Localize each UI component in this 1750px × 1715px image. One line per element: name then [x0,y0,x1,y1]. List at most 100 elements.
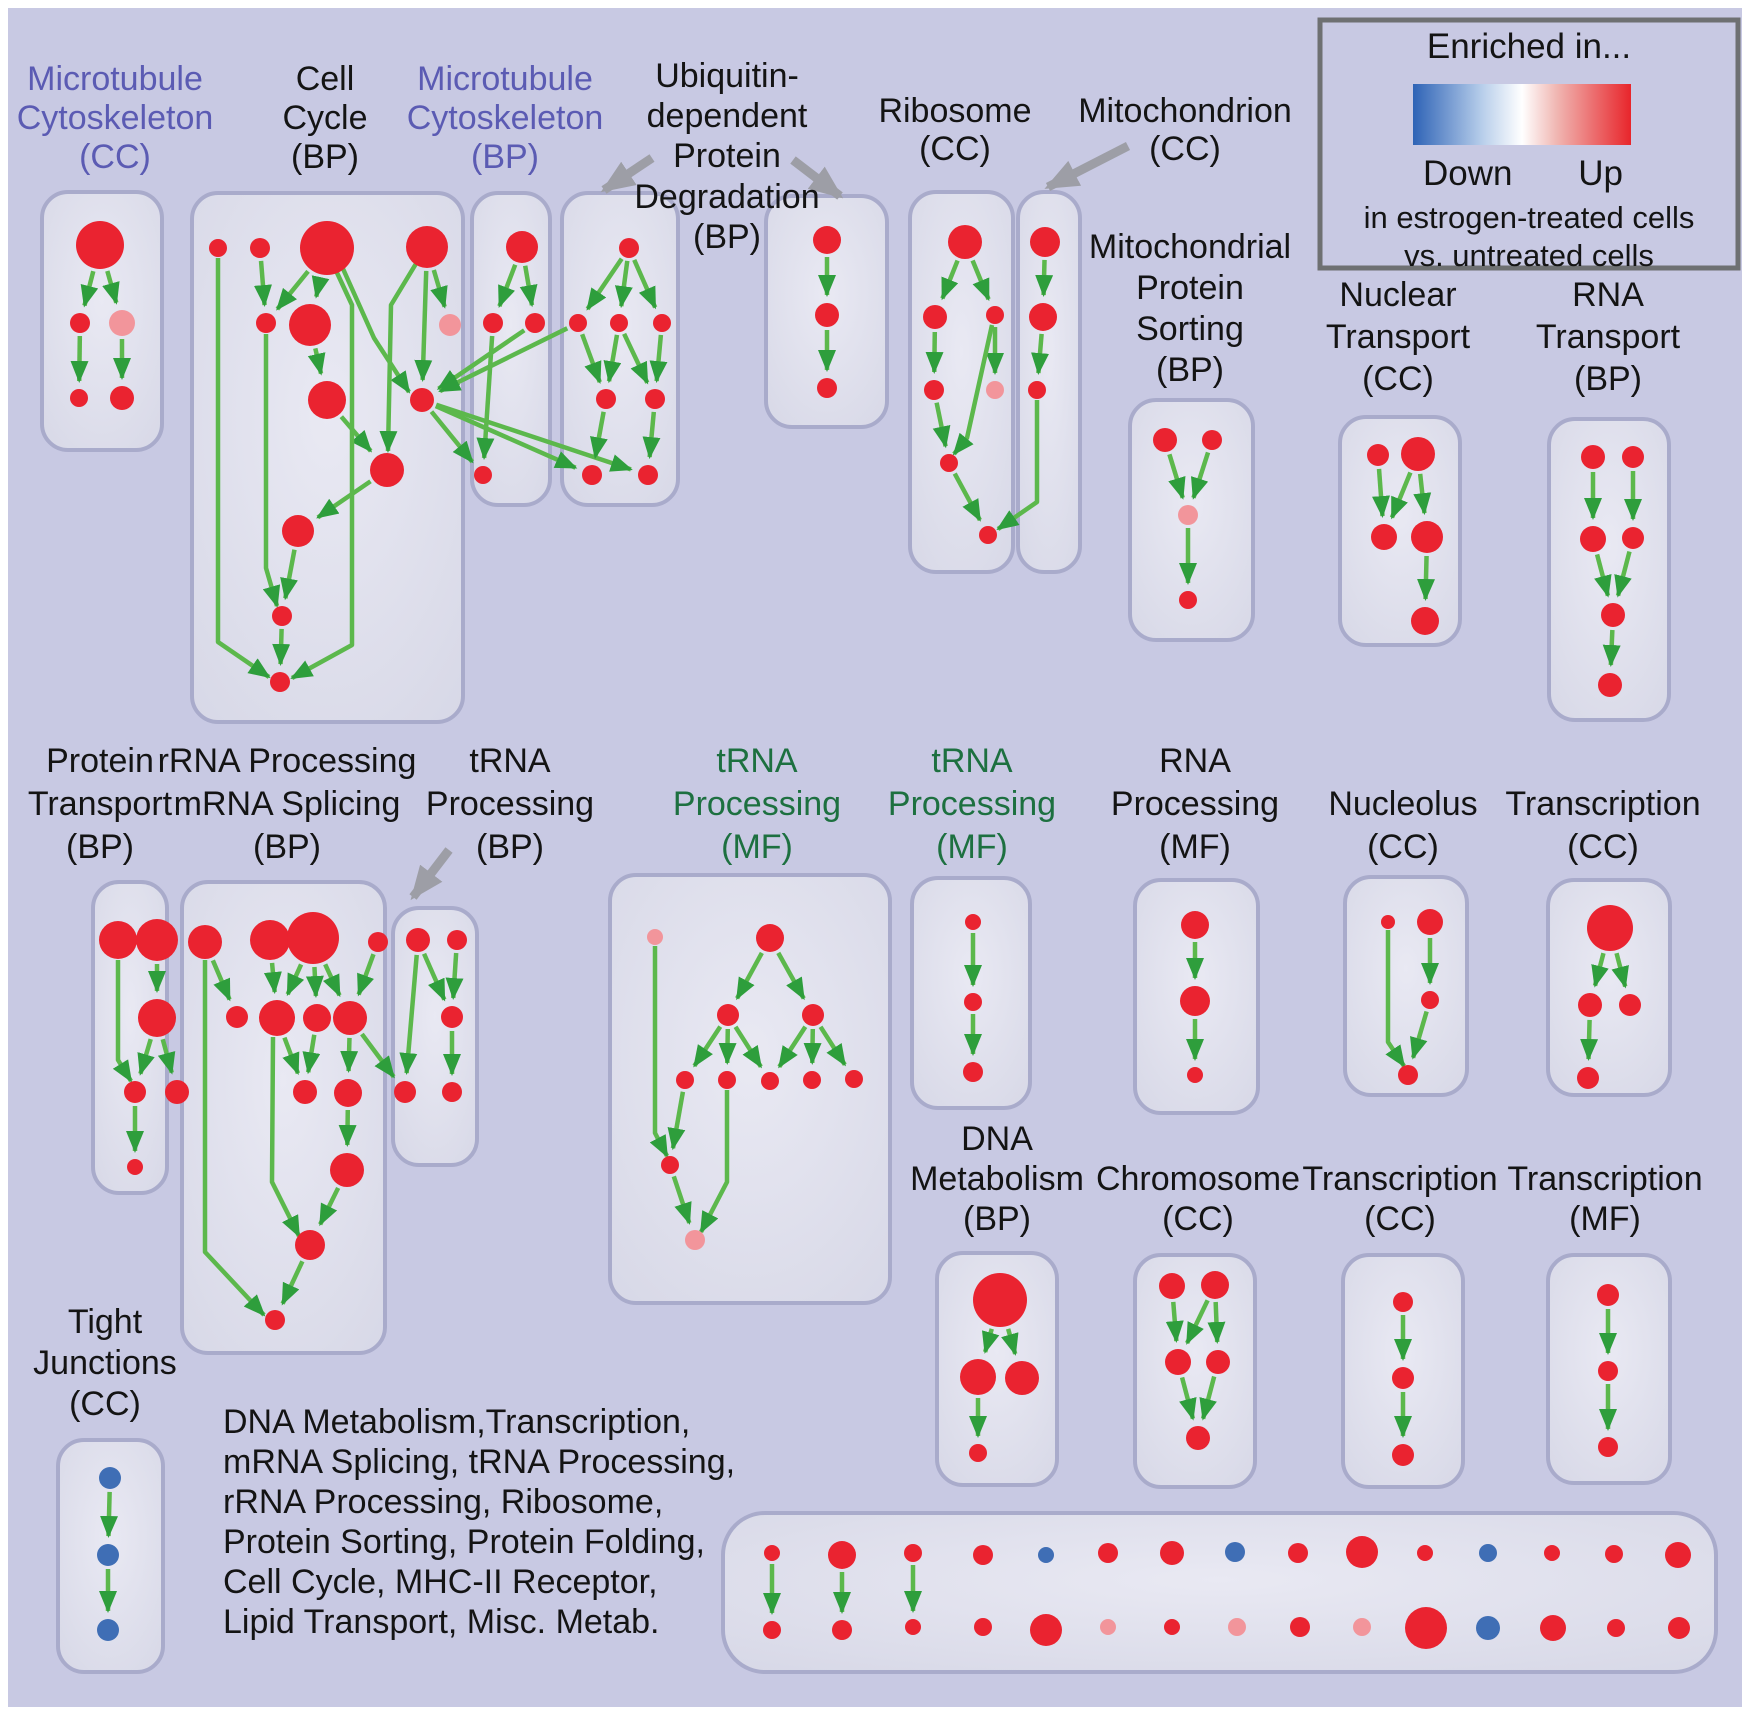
go-term-node-tc3 [1619,994,1641,1016]
go-term-node-tc2 [1578,993,1602,1017]
go-term-node-tm1 [1597,1284,1619,1306]
go-term-node-tf9 [661,1156,679,1174]
group-label-nuclear-transport-line3: (CC) [1362,360,1434,398]
edge-tc1-tc2 [1591,952,1609,988]
go-term-node-nt3 [1371,524,1397,550]
group-label-tight-junctions-line1: Tight [68,1303,143,1341]
edge-rr4-rr8 [356,953,376,997]
go-term-node-pt3 [138,999,176,1037]
go-term-node-ua7 [638,465,658,485]
edge-rt5-rt6 [1602,629,1621,668]
group-label-tight-junctions-line2: Junctions [33,1344,177,1382]
edge-tf3-tf8 [818,1025,847,1067]
edge-c6-c7 [307,347,326,376]
group-label-trna-processing-bp-line3: (BP) [476,828,544,866]
go-term-node-ch5 [1186,1426,1210,1450]
go-term-node-L12t [1479,1544,1497,1562]
go-term-node-L13b [1540,1615,1566,1641]
go-term-node-tp2 [447,930,467,950]
legend-up-label: Up [1578,154,1623,193]
go-term-node-rrC [265,1310,285,1330]
edge-rrA-rrB [318,1186,341,1227]
edge-rr3-rr7 [305,966,324,999]
group-label-protein-transport-line1: Protein [46,742,154,780]
edge-nt1-nt3 [1372,468,1390,519]
go-term-node-L1t [764,1545,780,1561]
go-term-node-r5 [986,381,1004,399]
go-term-node-rp1 [1181,911,1209,939]
edge-ch4-ch5 [1199,1375,1217,1421]
go-term-node-ua6 [582,465,602,485]
go-term-node-mtb [474,466,492,484]
go-term-node-rr2 [250,920,290,960]
mixed-terms-note-line1: DNA Metabolism,Transcription, [223,1403,690,1441]
group-label-nuclear-transport-line1: Nuclear [1339,276,1456,314]
go-term-node-mo3 [1028,381,1046,399]
edge-nt4-nt5 [1417,555,1435,602]
edge-path-14 [215,258,271,679]
go-term-node-c3 [300,221,354,275]
go-term-node-mc5 [110,386,134,410]
go-term-node-tm2 [1598,1361,1618,1381]
go-term-node-L6t [1098,1543,1118,1563]
go-term-node-tf1 [756,924,784,952]
edge-path-94 [649,946,669,1158]
go-term-node-c9 [370,453,404,487]
go-term-node-L13t [1544,1545,1560,1561]
group-box-trna-processing-mf-2 [910,876,1032,1110]
go-term-node-tr2 [1392,1367,1414,1389]
edge-tf1-tf2 [735,951,764,1001]
edge-path-44 [952,324,995,456]
edge-tf2-tf5 [718,1028,737,1065]
go-term-node-rr7 [303,1004,331,1032]
go-term-node-rr10 [334,1079,362,1107]
edge-path-78 [202,960,266,1317]
group-label-dna-metabolism-line2: Metabolism [910,1160,1084,1198]
go-term-node-pt6 [127,1159,143,1175]
go-term-node-ub3 [817,378,837,398]
edge-ua0-ua3 [632,258,658,310]
group-box-ubiquitin-deg [560,191,680,507]
go-term-node-ch4 [1206,1350,1230,1374]
go-term-node-mt2 [525,313,545,333]
group-label-microtubule-bp-line2: Cytoskeleton [407,99,604,137]
go-term-node-rr1 [188,925,222,959]
go-term-node-pt1 [99,921,137,959]
edge-tp1-tp3 [422,952,447,1002]
go-term-node-s2 [1202,430,1222,450]
edge-c4-cp [430,269,448,309]
edge-tf3-tf7 [803,1028,822,1065]
go-term-node-rr4 [368,932,388,952]
go-term-node-tp3 [441,1006,463,1028]
go-term-node-c12 [270,672,290,692]
go-term-node-pt4 [124,1081,146,1103]
go-term-node-ub1 [813,226,841,254]
group-label-cell-cycle-line3: (BP) [291,138,359,176]
go-term-node-tf10 [685,1230,705,1250]
edge-d1-d3 [1001,1328,1019,1356]
go-term-node-tj1 [99,1467,121,1489]
go-term-node-st3 [963,1062,983,1082]
go-term-node-c2 [250,238,270,258]
go-term-node-c1 [209,239,227,257]
edge-rr3-rr8 [322,963,342,998]
edge-tc2-tc4 [1580,1019,1599,1062]
edge-tp2-tp3 [445,952,464,1001]
group-label-rrna-mrna-line3: (BP) [253,828,321,866]
go-term-node-r1 [948,225,982,259]
go-term-node-L5b [1030,1614,1062,1646]
go-term-node-L4b [974,1618,992,1636]
edge-tc1-tc3 [1611,952,1629,989]
legend-title: Enriched in... [1427,27,1631,66]
go-term-node-d2 [960,1359,996,1395]
edge-mt1-mtb [476,335,495,461]
group-label-cell-cycle-line1: Cell [296,60,355,98]
go-term-node-c5 [256,313,276,333]
edge-ua5-ua7 [642,411,661,460]
mixed-terms-note-line5: Cell Cycle, MHC-II Receptor, [223,1563,658,1601]
go-term-node-ch3 [1165,1349,1191,1375]
edge-mc2-mc4 [70,335,89,384]
go-term-node-tf7 [803,1071,821,1089]
go-term-node-L9b [1290,1617,1310,1637]
group-label-microtubule-bp-line3: (BP) [471,138,539,176]
